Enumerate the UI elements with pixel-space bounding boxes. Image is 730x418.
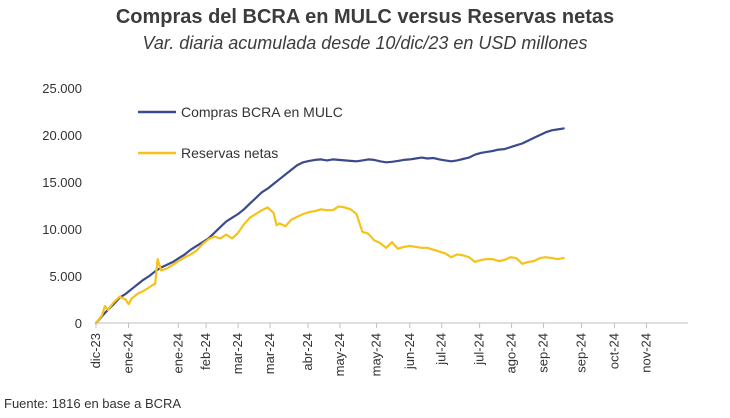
y-tick-label: 10.000 — [42, 222, 82, 237]
x-tick-label: mar-24 — [262, 333, 277, 374]
source-note: Fuente: 1816 en base a BCRA — [4, 396, 182, 411]
series-line-compras — [94, 127, 565, 325]
x-tick-label: jul-24 — [434, 333, 449, 366]
y-tick-label: 20.000 — [42, 128, 82, 143]
y-tick-label: 15.000 — [42, 175, 82, 190]
y-tick-label: 0 — [75, 316, 82, 331]
legend-label: Reservas netas — [181, 145, 278, 161]
x-tick-label: jul-24 — [472, 333, 487, 366]
x-tick-label: mar-24 — [230, 333, 245, 374]
x-tick-label: abr-24 — [300, 333, 315, 371]
y-tick-label: 5.000 — [49, 269, 82, 284]
x-tick-label: ago-24 — [504, 333, 519, 373]
series-line-reservas — [94, 205, 565, 325]
x-tick-label: may-24 — [369, 333, 384, 376]
x-tick-label: jun-24 — [402, 333, 417, 370]
x-tick-label: dic-23 — [88, 333, 103, 368]
y-tick-label: 25.000 — [42, 81, 82, 96]
x-tick-label: feb-24 — [198, 333, 213, 370]
legend-label: Compras BCRA en MULC — [181, 104, 343, 120]
chart-subtitle: Var. diaria acumulada desde 10/dic/23 en… — [142, 33, 588, 53]
x-tick-label: ene-24 — [170, 333, 185, 373]
x-tick-label: sep-24 — [536, 333, 551, 373]
x-tick-label: may-24 — [332, 333, 347, 376]
x-tick-label: oct-24 — [607, 333, 622, 369]
chart-title: Compras del BCRA en MULC versus Reservas… — [115, 6, 615, 28]
x-tick-label: nov-24 — [639, 333, 654, 373]
x-tick-label: sep-24 — [573, 333, 588, 373]
x-tick-label: ene-24 — [121, 333, 136, 373]
